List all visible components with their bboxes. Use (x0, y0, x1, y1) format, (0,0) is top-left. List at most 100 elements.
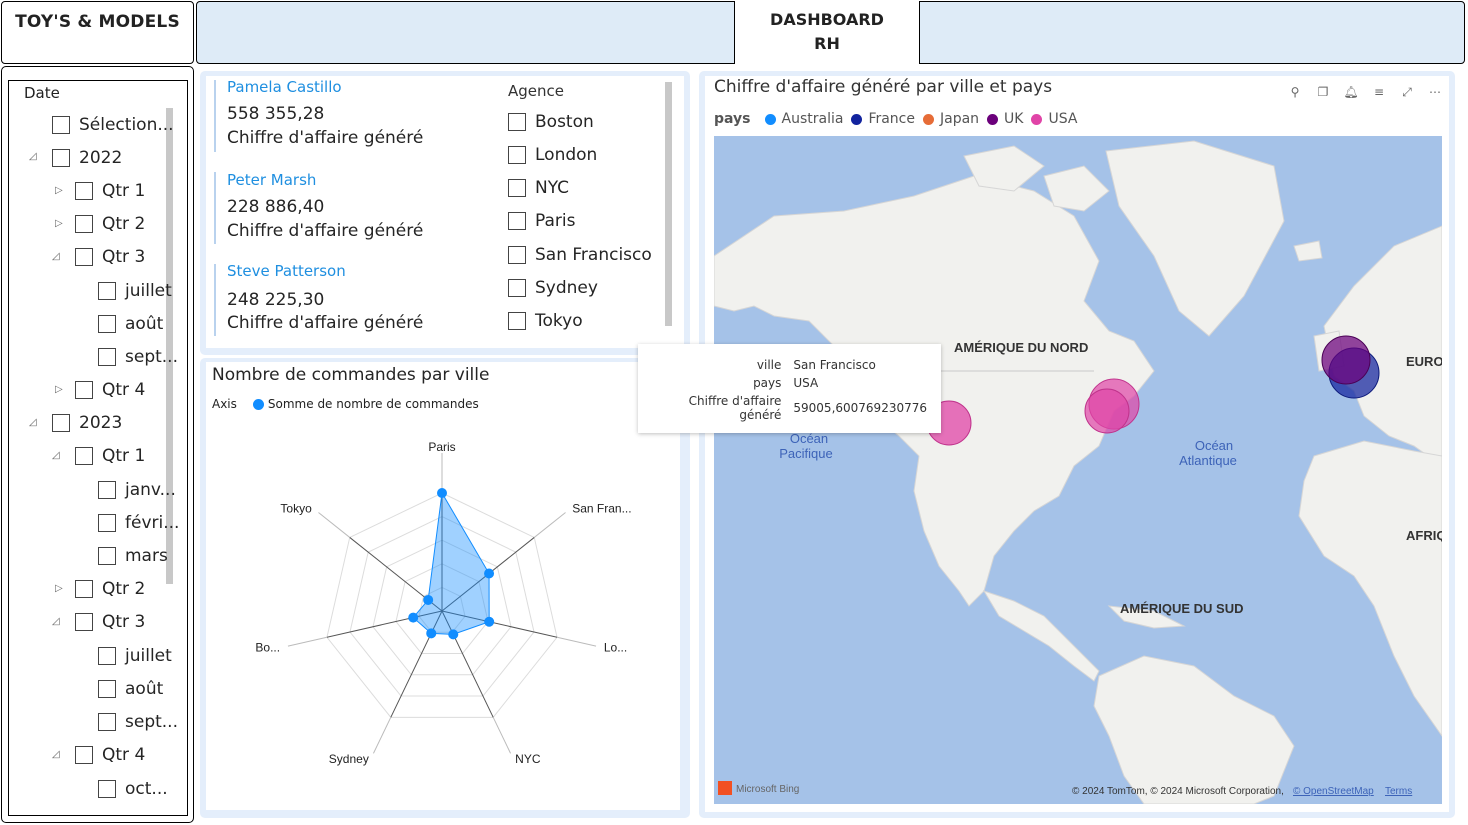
agence-item-san-francisco[interactable]: San Francisco (508, 245, 652, 265)
checkbox[interactable] (75, 182, 93, 200)
checkbox[interactable] (75, 613, 93, 631)
checkbox[interactable] (75, 746, 93, 764)
agence-item-london[interactable]: London (508, 145, 597, 165)
checkbox[interactable] (98, 348, 116, 366)
checkbox[interactable] (75, 248, 93, 266)
collapse-icon[interactable]: ◿ (52, 749, 60, 760)
legend-item-usa[interactable]: USA (1048, 111, 1078, 127)
radar-data-point[interactable] (448, 629, 459, 640)
map-canvas[interactable]: AMÉRIQUE DU NORD AMÉRIQUE DU SUD EURO AF… (714, 136, 1442, 804)
checkbox[interactable] (98, 315, 116, 333)
employee-name[interactable]: Peter Marsh (227, 171, 317, 189)
checkbox[interactable] (98, 514, 116, 532)
checkbox[interactable] (52, 414, 70, 432)
agence-item-tokyo[interactable]: Tokyo (508, 311, 583, 331)
tree-item-month[interactable]: août (98, 313, 163, 335)
collapse-icon[interactable]: ◿ (52, 450, 60, 461)
checkbox[interactable] (98, 547, 116, 565)
checkbox[interactable] (52, 149, 70, 167)
collapse-icon[interactable]: ◿ (52, 251, 60, 262)
tree-item-quarter[interactable]: Qtr 3 (75, 611, 145, 633)
legend-item-australia[interactable]: Australia (781, 111, 844, 127)
checkbox[interactable] (508, 146, 526, 164)
copy-icon[interactable]: ❐ (1317, 85, 1329, 99)
date-slicer-scrollbar[interactable] (166, 108, 173, 584)
checkbox[interactable] (508, 113, 526, 131)
collapse-icon[interactable]: ◿ (52, 616, 60, 627)
expand-icon[interactable]: ▷ (55, 185, 63, 196)
radar-data-point[interactable] (408, 612, 419, 623)
agence-item-boston[interactable]: Boston (508, 112, 594, 132)
radar-data-point[interactable] (423, 594, 434, 605)
tree-item-month[interactable]: août (98, 678, 163, 700)
focus-mode-icon[interactable]: ⤢ (1402, 85, 1412, 99)
tree-item-label: août (125, 314, 164, 334)
tree-item-month[interactable]: janv... (98, 479, 176, 501)
tree-item-month[interactable]: mars (98, 545, 168, 567)
checkbox[interactable] (75, 447, 93, 465)
checkbox[interactable] (52, 116, 70, 134)
radar-data-point[interactable] (426, 628, 437, 639)
bubble-boston[interactable] (1084, 388, 1130, 434)
checkbox[interactable] (98, 481, 116, 499)
checkbox[interactable] (98, 780, 116, 798)
agence-item-sydney[interactable]: Sydney (508, 278, 598, 298)
tree-item-month[interactable]: juillet (98, 280, 172, 302)
checkbox[interactable] (508, 212, 526, 230)
tree-item-month[interactable]: févri... (98, 512, 179, 534)
tree-item-quarter[interactable]: Qtr 2 (75, 213, 145, 235)
checkbox[interactable] (508, 246, 526, 264)
expand-icon[interactable]: ▷ (55, 218, 63, 229)
tree-item-select-all[interactable]: Sélection... (52, 114, 174, 136)
legend-item-japan[interactable]: Japan (940, 111, 980, 127)
terms-link[interactable]: Terms (1385, 786, 1412, 797)
radar-legend-series[interactable]: Somme de nombre de commandes (267, 397, 479, 411)
agence-item-label: Boston (535, 112, 594, 132)
tree-item-month[interactable]: juillet (98, 645, 172, 667)
checkbox[interactable] (98, 282, 116, 300)
checkbox[interactable] (508, 179, 526, 197)
checkbox[interactable] (98, 713, 116, 731)
tree-item-quarter[interactable]: Qtr 4 (75, 379, 145, 401)
tree-item-quarter[interactable]: Qtr 1 (75, 180, 145, 202)
checkbox[interactable] (75, 381, 93, 399)
expand-icon[interactable]: ▷ (55, 583, 63, 594)
tree-item-year[interactable]: 2023 (52, 412, 122, 434)
checkbox[interactable] (75, 580, 93, 598)
tree-item-month[interactable]: sept... (98, 346, 178, 368)
brand-box: TOY'S & MODELS (1, 1, 194, 64)
osm-link[interactable]: © OpenStreetMap (1293, 786, 1374, 797)
tree-item-quarter[interactable]: Qtr 2 (75, 578, 145, 600)
checkbox[interactable] (508, 279, 526, 297)
radar-category-label: Sydney (329, 752, 369, 766)
collapse-icon[interactable]: ◿ (29, 151, 37, 162)
checkbox[interactable] (98, 647, 116, 665)
radar-data-point[interactable] (437, 488, 447, 498)
bubble-london[interactable] (1321, 335, 1371, 385)
tree-item-month[interactable]: sept... (98, 711, 178, 733)
pin-icon[interactable]: ⚲ (1290, 85, 1300, 99)
filter-icon[interactable]: ≡ (1373, 85, 1385, 99)
tree-item-year[interactable]: 2022 (52, 147, 122, 169)
radar-grid-ring (349, 516, 535, 697)
checkbox[interactable] (98, 680, 116, 698)
tree-item-month[interactable]: oct... (98, 778, 168, 800)
tree-item-quarter[interactable]: Qtr 1 (75, 445, 145, 467)
more-options-icon[interactable]: ⋯ (1429, 85, 1441, 99)
agence-item-nyc[interactable]: NYC (508, 178, 569, 198)
agence-scrollbar[interactable] (665, 82, 672, 326)
radar-data-point[interactable] (484, 616, 495, 627)
checkbox[interactable] (508, 312, 526, 330)
legend-item-france[interactable]: France (868, 111, 915, 127)
collapse-icon[interactable]: ◿ (29, 417, 37, 428)
checkbox[interactable] (75, 215, 93, 233)
tree-item-quarter[interactable]: Qtr 4 (75, 744, 145, 766)
bell-icon[interactable]: 🔔︎ (1343, 85, 1359, 99)
radar-data-point[interactable] (484, 568, 495, 579)
tree-item-quarter[interactable]: Qtr 3 (75, 246, 145, 268)
expand-icon[interactable]: ▷ (55, 384, 63, 395)
employee-name[interactable]: Pamela Castillo (227, 78, 342, 96)
legend-item-uk[interactable]: UK (1004, 111, 1024, 127)
employee-name[interactable]: Steve Patterson (227, 262, 346, 280)
agence-item-paris[interactable]: Paris (508, 211, 575, 231)
